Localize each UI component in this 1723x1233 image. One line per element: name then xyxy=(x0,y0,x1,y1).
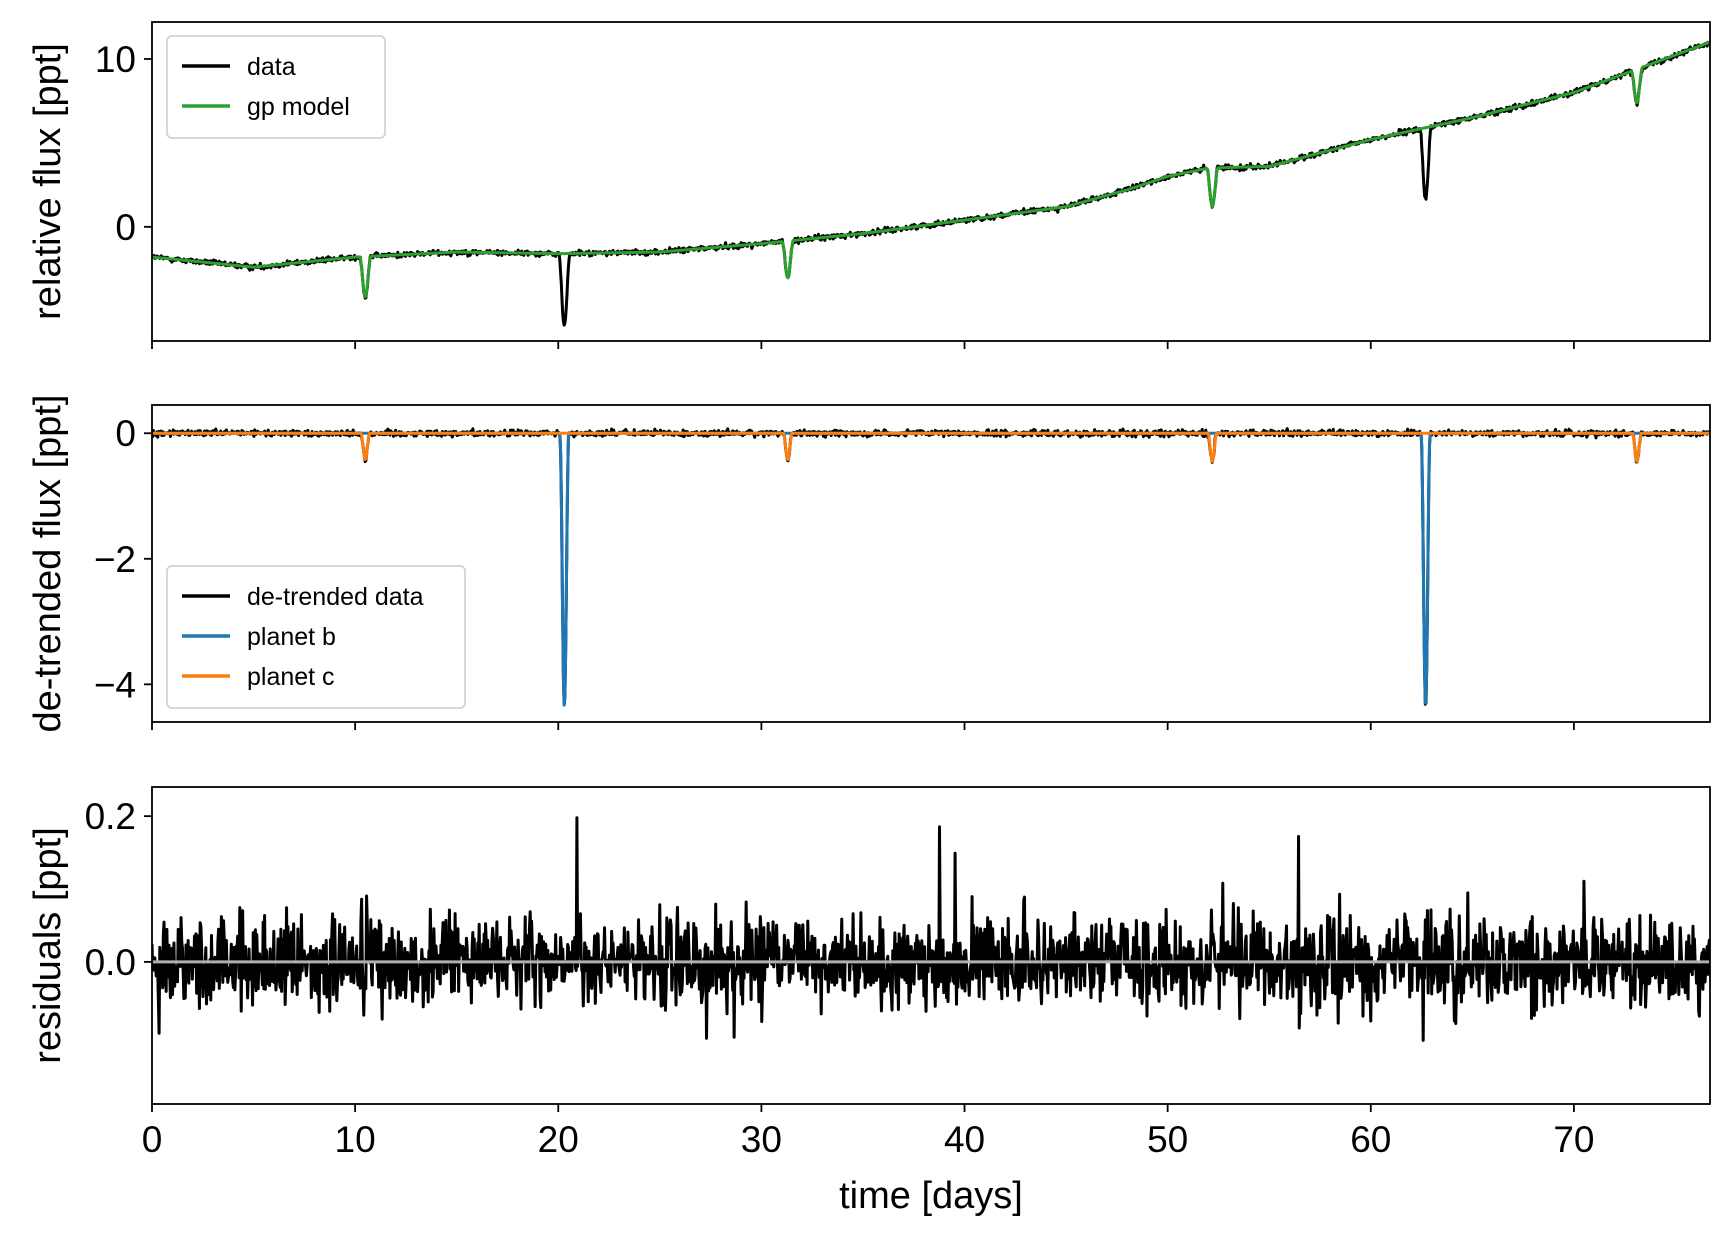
legend-label: data xyxy=(247,53,296,81)
x-tick-label: 40 xyxy=(944,1119,985,1160)
y-axis-title: residuals [ppt] xyxy=(27,827,69,1064)
x-tick-label: 60 xyxy=(1350,1119,1391,1160)
panel-2: −4 −2 0 de-trended flux [ppt] de-trended dat… xyxy=(27,395,1711,733)
y-tick-label: 0.2 xyxy=(85,796,136,837)
panel-1: 0 10 relative flux [ppt] data gp model xyxy=(27,21,1711,349)
axes-frame xyxy=(151,404,1711,723)
y-axis-title: relative flux [ppt] xyxy=(27,43,69,320)
x-tick-label: 30 xyxy=(741,1119,782,1160)
x-tick-label: 10 xyxy=(335,1119,376,1160)
series-gp-model-line xyxy=(152,40,1710,299)
legend: de-trended data planet b planet c xyxy=(166,565,466,709)
plot-area xyxy=(152,40,1710,327)
x-tick-label: 50 xyxy=(1147,1119,1188,1160)
legend-label: planet b xyxy=(247,623,336,651)
y-tick-label: −2 xyxy=(94,539,136,580)
y-tick-label: 10 xyxy=(95,39,136,80)
x-axis-title: time [days] xyxy=(839,1175,1023,1217)
x-tick-label: 70 xyxy=(1553,1119,1594,1160)
legend-label: de-trended data xyxy=(247,583,424,611)
y-tick-label: 0 xyxy=(115,207,136,248)
y-tick-label: 0.0 xyxy=(85,942,136,983)
legend-label: gp model xyxy=(247,93,350,121)
y-tick-label: −4 xyxy=(94,664,136,705)
axes-frame xyxy=(151,786,1711,1105)
panel-3: 0 10 20 30 40 50 60 70 0.0 0.2 residuals [ppt] time… xyxy=(27,786,1711,1217)
y-tick-label: 0 xyxy=(115,413,136,454)
plot-area xyxy=(152,816,1710,1042)
legend: data gp model xyxy=(166,35,386,139)
series-planet-c-line xyxy=(152,431,1710,463)
legend-box xyxy=(166,565,466,709)
y-axis-title: de-trended flux [ppt] xyxy=(27,395,69,733)
series-residuals-line xyxy=(152,816,1710,1042)
x-tick-label: 20 xyxy=(538,1119,579,1160)
axes-frame xyxy=(151,21,1711,342)
legend-box xyxy=(166,35,386,139)
plot-area xyxy=(152,427,1710,707)
legend-label: planet c xyxy=(247,663,335,691)
x-tick-label: 0 xyxy=(142,1119,163,1160)
